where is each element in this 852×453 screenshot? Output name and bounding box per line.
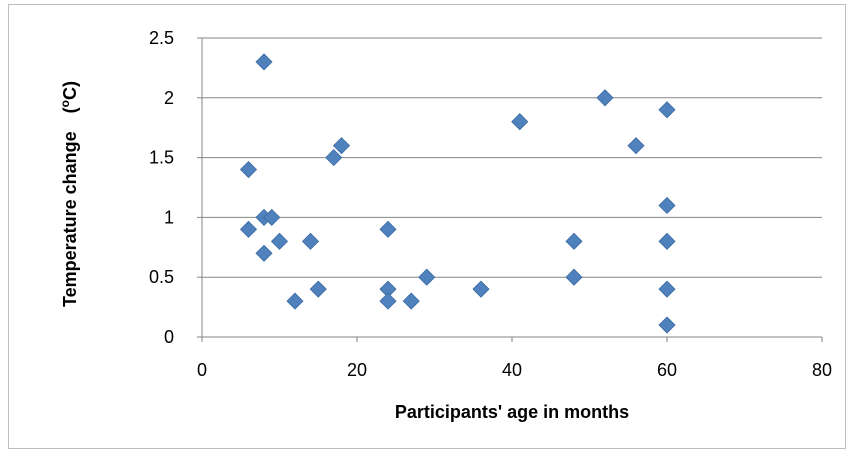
x-tick-label-2: 40 bbox=[502, 360, 522, 380]
data-point-8 bbox=[301, 232, 320, 250]
y-axis-title-unit-close: C) bbox=[60, 81, 80, 100]
data-point-16 bbox=[418, 268, 436, 286]
x-axis-title: Participants' age in months bbox=[395, 402, 629, 422]
data-point-23 bbox=[658, 101, 676, 119]
y-axis-title-unit-open: ( bbox=[60, 107, 80, 113]
data-point-15 bbox=[402, 292, 420, 310]
data-point-14 bbox=[379, 292, 397, 310]
axes bbox=[197, 37, 823, 342]
data-points bbox=[239, 53, 676, 334]
data-point-5 bbox=[263, 208, 281, 226]
data-point-10 bbox=[325, 149, 343, 167]
data-point-6 bbox=[270, 232, 289, 250]
x-tick-label-3: 60 bbox=[657, 360, 677, 380]
data-point-9 bbox=[309, 280, 327, 298]
grid-lines bbox=[202, 37, 822, 278]
x-tick-label-4: 80 bbox=[812, 360, 832, 380]
x-tick-label-1: 20 bbox=[347, 360, 367, 380]
data-point-2 bbox=[255, 53, 273, 71]
chart-frame bbox=[8, 4, 846, 449]
y-axis-title-main: Temperature change bbox=[60, 131, 80, 307]
data-point-7 bbox=[286, 292, 304, 310]
data-point-27 bbox=[658, 316, 676, 334]
data-point-0 bbox=[239, 160, 258, 179]
y-tick-label-5: 2.5 bbox=[149, 28, 174, 48]
x-tick-label-0: 0 bbox=[197, 360, 207, 380]
data-point-19 bbox=[565, 232, 583, 250]
y-tick-label-1: 0.5 bbox=[149, 267, 174, 287]
tick-labels: 0 0.5 1 1.5 2 2.5 0 20 40 60 80 bbox=[149, 28, 832, 380]
data-point-12 bbox=[379, 220, 397, 238]
data-point-24 bbox=[658, 196, 676, 215]
data-point-4 bbox=[255, 244, 273, 262]
data-point-1 bbox=[239, 220, 258, 238]
data-point-18 bbox=[511, 113, 529, 131]
y-axis-title-unit-degree: o bbox=[58, 100, 72, 107]
data-point-20 bbox=[565, 268, 583, 286]
y-tick-label-3: 1.5 bbox=[149, 148, 174, 168]
y-tick-label-4: 2 bbox=[164, 88, 174, 108]
data-point-11 bbox=[332, 137, 351, 155]
data-point-26 bbox=[658, 280, 676, 298]
data-point-21 bbox=[596, 89, 614, 107]
y-tick-label-0: 0 bbox=[164, 327, 174, 347]
y-tick-label-2: 1 bbox=[164, 207, 174, 227]
data-point-22 bbox=[627, 137, 645, 155]
y-axis-title: Temperature change (oC) bbox=[58, 81, 80, 307]
data-point-25 bbox=[658, 232, 676, 250]
data-point-17 bbox=[472, 280, 490, 298]
